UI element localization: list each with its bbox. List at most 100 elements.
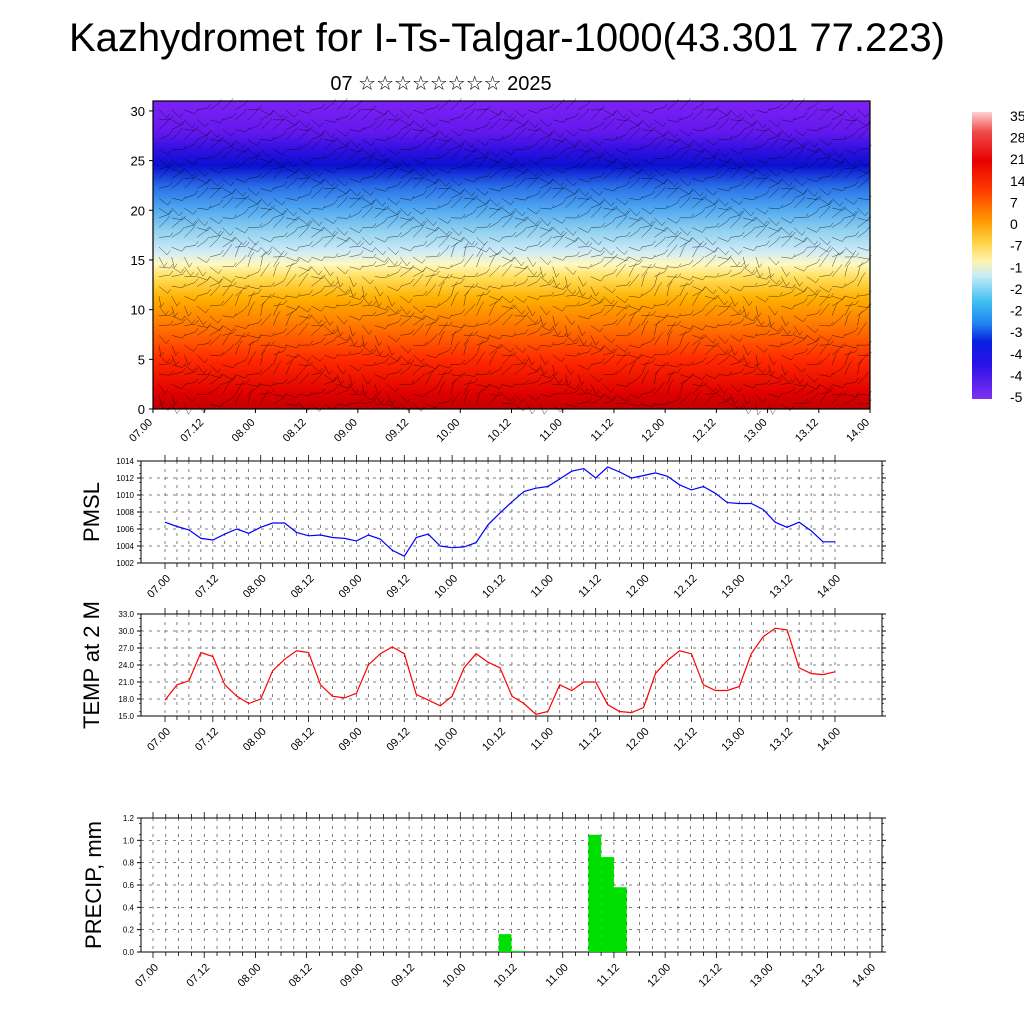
- wind-barb-flag: [740, 357, 745, 362]
- wind-barb: [158, 296, 162, 308]
- wind-barb: [793, 388, 804, 395]
- wind-barb: [679, 395, 688, 405]
- wind-barb: [489, 369, 500, 375]
- wind-barb-flag: [408, 363, 413, 369]
- wind-barb: [806, 347, 815, 356]
- wind-barb: [387, 256, 395, 266]
- wind-barb-flag: [306, 314, 311, 319]
- wind-barb-flag: [525, 379, 529, 385]
- wind-barb: [260, 353, 263, 365]
- wind-barb: [742, 345, 749, 356]
- wind-barb-flag: [486, 199, 490, 205]
- wind-barb-flag: [715, 200, 719, 205]
- wind-barb: [768, 217, 777, 226]
- wind-barb: [324, 285, 336, 287]
- wind-barb-flag: [533, 271, 538, 276]
- wind-barb-flag: [817, 309, 821, 314]
- wind-barb: [400, 256, 408, 267]
- wind-barb: [196, 315, 204, 326]
- wind-barb-flag: [446, 245, 450, 250]
- wind-barb-flag: [652, 221, 656, 226]
- wind-barb-flag: [537, 377, 542, 382]
- wind-barb-flag: [423, 290, 428, 296]
- wind-barb-flag: [465, 340, 470, 345]
- wind-barb-flag: [740, 404, 744, 410]
- wind-barb: [616, 284, 628, 287]
- wind-barb: [298, 366, 307, 375]
- wind-barb-flag: [652, 263, 656, 268]
- wind-barb-flag: [510, 298, 514, 304]
- wind-barb: [590, 209, 599, 218]
- wind-barb: [501, 335, 513, 337]
- wind-barb-flag: [665, 350, 669, 355]
- wind-barb-flag: [181, 316, 185, 321]
- y-tick-label: 10: [131, 303, 145, 318]
- wind-barb: [819, 295, 831, 298]
- wind-barb-flag: [842, 248, 846, 254]
- wind-barb: [768, 305, 776, 316]
- wind-barb: [717, 296, 725, 306]
- wind-barb-flag: [582, 292, 586, 297]
- wind-barb: [247, 256, 252, 267]
- wind-barb-flag: [190, 271, 194, 276]
- wind-barb: [793, 384, 805, 387]
- wind-barb-flag: [281, 250, 285, 255]
- wind-barb-flag: [662, 362, 666, 368]
- wind-barb: [806, 396, 816, 405]
- wind-barb: [806, 298, 815, 307]
- wind-barb-flag: [829, 200, 833, 205]
- wind-barb-flag: [258, 284, 262, 290]
- wind-barb: [273, 350, 284, 356]
- wind-barb: [362, 353, 374, 356]
- wind-barb-flag: [332, 230, 336, 235]
- x-tick-label: 13.12: [793, 417, 821, 445]
- wind-barb-flag: [347, 386, 351, 391]
- wind-barb-flag: [447, 219, 452, 224]
- wind-barb: [412, 266, 423, 273]
- wind-barb: [781, 227, 790, 236]
- wind-barb-flag: [220, 231, 224, 236]
- wind-barb-flag: [334, 281, 339, 286]
- wind-barb: [768, 364, 773, 376]
- wind-barb: [514, 246, 526, 252]
- colorbar-label: -1: [1010, 259, 1023, 275]
- wind-barb: [768, 256, 777, 266]
- wind-barb-flag: [188, 410, 192, 415]
- wind-barb-flag: [724, 389, 728, 394]
- wind-barb: [349, 352, 361, 356]
- wind-barb-flag: [421, 210, 426, 215]
- wind-barb-flag: [207, 205, 212, 210]
- wind-barb: [412, 377, 422, 385]
- wind-barb-flag: [306, 372, 310, 377]
- wind-barb-flag: [169, 320, 174, 326]
- wind-barb-flag: [563, 285, 567, 290]
- wind-barb-flag: [840, 314, 844, 319]
- wind-barb-flag: [561, 357, 565, 362]
- wind-barb-flag: [180, 227, 185, 232]
- wind-barb: [476, 272, 487, 277]
- wind-barb-flag: [788, 378, 792, 383]
- wind-barb: [387, 361, 399, 366]
- wind-barb-flag: [588, 397, 593, 402]
- y-tick-label: 0.2: [123, 926, 135, 935]
- wind-barb: [323, 364, 330, 375]
- wind-barb-flag: [409, 266, 413, 271]
- wind-barb: [158, 198, 168, 206]
- wind-barb: [781, 256, 793, 259]
- wind-barb-flag: [305, 322, 309, 327]
- wind-barb-flag: [283, 378, 288, 384]
- wind-barb-flag: [728, 269, 732, 275]
- wind-barb: [285, 197, 297, 201]
- wind-barb: [641, 315, 648, 326]
- wind-barb: [628, 230, 639, 238]
- wind-barb: [704, 251, 715, 258]
- wind-barb-flag: [715, 295, 719, 300]
- wind-barb-flag: [599, 327, 604, 332]
- wind-barb-flag: [601, 298, 605, 303]
- wind-barb-flag: [498, 217, 502, 222]
- wind-barb: [705, 374, 716, 379]
- wind-barb: [743, 364, 754, 369]
- wind-barb-flag: [461, 309, 466, 314]
- wind-barb: [565, 354, 577, 357]
